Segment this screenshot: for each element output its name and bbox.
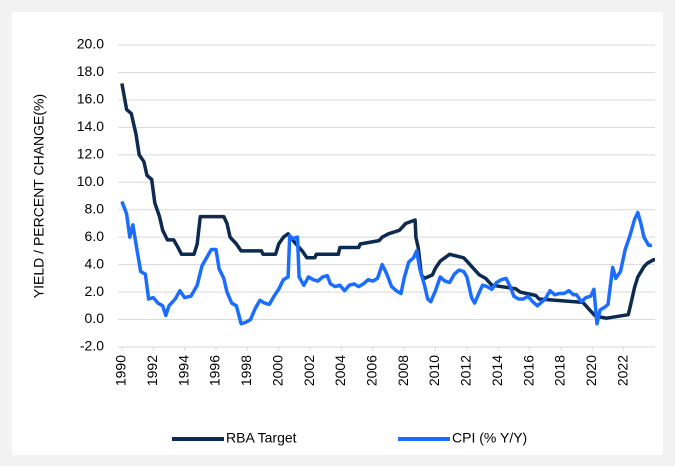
y-tick-label: 16.0 <box>77 91 104 107</box>
y-axis-label: YIELD / PERCENT CHANGE(%) <box>31 94 47 298</box>
x-tick-label: 2000 <box>269 355 285 386</box>
y-tick-label: 18.0 <box>77 63 104 79</box>
x-tick-label: 2020 <box>583 355 599 386</box>
y-tick-label: 12.0 <box>77 146 104 162</box>
series-line <box>120 200 652 326</box>
x-tick-label: 1994 <box>175 355 191 386</box>
x-tick-label: 1992 <box>144 355 160 386</box>
x-tick-label: 2006 <box>363 355 379 386</box>
y-tick-label: 20.0 <box>77 36 104 52</box>
x-tick-label: 2008 <box>395 355 411 386</box>
x-tick-label: 1996 <box>207 355 223 386</box>
y-tick-label: 10.0 <box>77 173 104 189</box>
x-tick-label: 2018 <box>552 355 568 386</box>
chart-panel <box>12 12 663 455</box>
x-tick-label: 1990 <box>113 355 129 386</box>
legend-label: RBA Target <box>226 430 297 446</box>
y-tick-label: 0.0 <box>85 310 105 326</box>
x-tick-label: 2004 <box>332 355 348 386</box>
y-tick-label: 8.0 <box>85 200 105 216</box>
x-tick-label: 2012 <box>458 355 474 386</box>
y-tick-label: 2.0 <box>85 283 105 299</box>
x-tick-label: 2016 <box>520 355 536 386</box>
y-tick-label: 14.0 <box>77 118 104 134</box>
x-tick-label: 2010 <box>426 355 442 386</box>
x-tick-label: 1998 <box>238 355 254 386</box>
y-tick-label: 6.0 <box>85 228 105 244</box>
x-tick-label: 2014 <box>489 355 505 386</box>
x-tick-label: 2022 <box>614 355 630 386</box>
legend-label: CPI (% Y/Y) <box>452 430 527 446</box>
x-tick-label: 2002 <box>301 355 317 386</box>
y-tick-label: 4.0 <box>85 255 105 271</box>
y-tick-label: -2.0 <box>80 338 104 354</box>
